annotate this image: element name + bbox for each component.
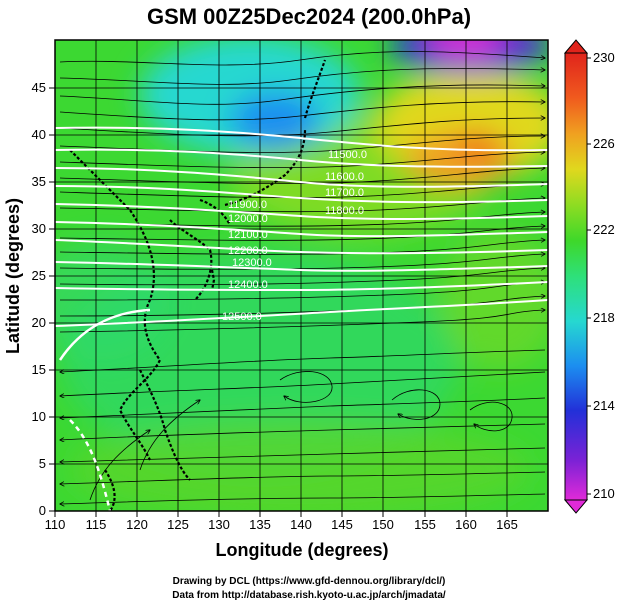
contour-label: 12500.0 (222, 311, 262, 323)
contour-label: 12000.0 (228, 213, 268, 225)
contour-label: 12400.0 (228, 279, 268, 291)
contour-label: 11600.0 (325, 171, 364, 183)
x-tick-label: 145 (331, 517, 353, 532)
y-tick-label: 15 (32, 362, 46, 377)
x-tick-label: 150 (372, 517, 394, 532)
map-title: GSM 00Z25Dec2024 (200.0hPa) (147, 4, 471, 29)
x-tick-label: 130 (208, 517, 230, 532)
colorbar-tick-label: 214 (593, 398, 615, 413)
contour-label: 11700.0 (325, 187, 364, 199)
x-tick-label: 110 (45, 517, 66, 532)
contour-label: 12100.0 (228, 229, 268, 241)
y-tick-label: 10 (32, 409, 46, 424)
map-grid (55, 40, 548, 511)
y-tick-label: 0 (39, 503, 46, 518)
contour-label: 11900.0 (228, 199, 267, 211)
y-tick-label: 5 (39, 456, 46, 471)
y-tick-label: 20 (32, 315, 46, 330)
contour-label: 11800.0 (325, 205, 364, 217)
x-tick-label: 120 (126, 517, 148, 532)
x-tick-labels: 110 115 120 125 130 135 140 145 150 155 … (45, 517, 518, 532)
colorbar: 230 226 222 218 214 210 (563, 39, 615, 514)
colorbar-tick-label: 210 (593, 486, 615, 501)
contour-label: 11500.0 (328, 149, 367, 161)
contour-labels: 11500.0 11600.0 11700.0 11800.0 11900.0 … (222, 149, 367, 323)
colorbar-top-arrow (563, 39, 589, 54)
colorbar-tick-label: 226 (593, 136, 615, 151)
x-tick-label: 155 (414, 517, 436, 532)
x-tick-label: 125 (167, 517, 189, 532)
colorbar-bottom-arrow (563, 499, 589, 514)
y-tick-label: 45 (32, 80, 46, 95)
x-ticks (54, 511, 508, 517)
height-contours (55, 126, 548, 511)
y-ticks (49, 87, 55, 512)
contour-label: 12200.0 (228, 245, 268, 257)
contour-label: 12300.0 (232, 257, 272, 269)
credit-line-1: Drawing by DCL (https://www.gfd-dennou.o… (173, 576, 446, 587)
colorbar-tick-label: 218 (593, 310, 615, 325)
x-axis-label: Longitude (degrees) (215, 540, 388, 560)
colorbar-scale (564, 52, 588, 501)
colorbar-tick-label: 222 (593, 222, 615, 237)
y-tick-label: 40 (32, 127, 46, 142)
x-tick-label: 160 (455, 517, 477, 532)
y-axis-label: Latitude (degrees) (3, 198, 23, 354)
x-tick-label: 115 (86, 517, 107, 532)
y-tick-label: 35 (32, 174, 46, 189)
credit-line-2: Data from http://database.rish.kyoto-u.a… (172, 590, 446, 601)
x-tick-label: 165 (496, 517, 518, 532)
colorbar-tick-label: 230 (593, 50, 615, 65)
x-tick-label: 135 (249, 517, 271, 532)
x-tick-label: 140 (290, 517, 312, 532)
y-tick-label: 25 (32, 268, 46, 283)
y-tick-label: 30 (32, 221, 46, 236)
y-tick-labels: 0 5 10 15 20 25 30 35 40 45 (32, 80, 46, 518)
